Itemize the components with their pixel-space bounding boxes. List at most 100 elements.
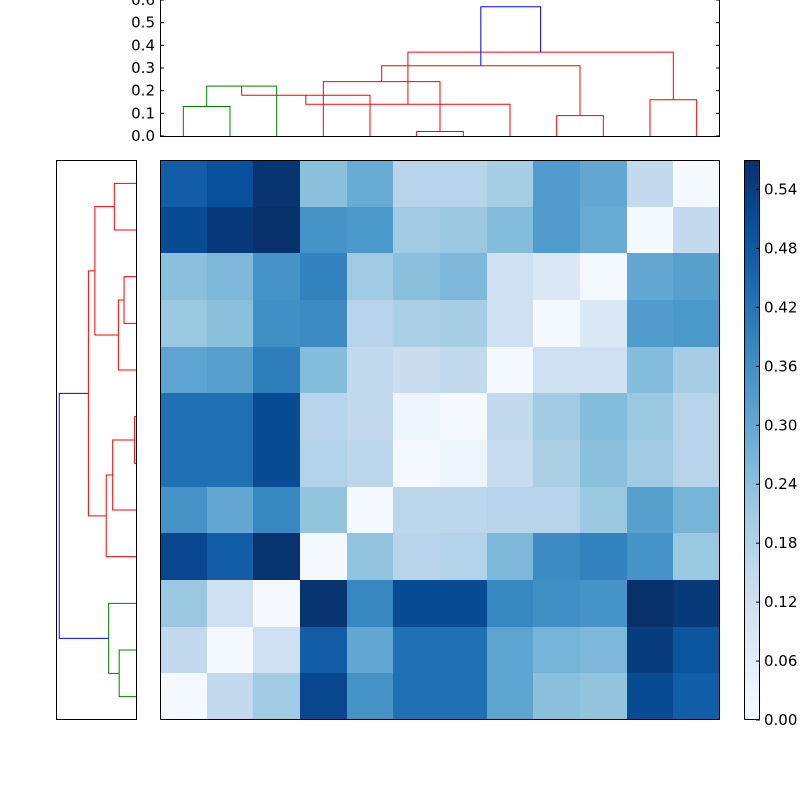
heatmap-cell [440,627,487,673]
heatmap-cell [300,347,347,393]
dendrogram-link [305,95,511,136]
heatmap-cell [347,300,393,347]
dendrogram-link [416,130,464,136]
y-tick-label: 0.6 [131,0,155,9]
heatmap-cell [207,533,253,580]
colorbar-tick-label: 0.06 [764,652,797,670]
heatmap-cell [300,487,347,533]
heatmap-cell [533,393,580,440]
heatmap-cell [300,160,347,207]
heatmap-cell [487,253,533,300]
dendrogram-link [556,115,604,136]
heatmap [160,160,720,720]
heatmap-cell [533,533,580,580]
colorbar-tick-label: 0.00 [764,711,797,729]
heatmap-cell [300,673,347,720]
heatmap-cell [487,533,533,580]
heatmap-cell [347,627,393,673]
heatmap-cell [533,160,580,207]
heatmap-cell [347,580,393,627]
colorbar-tick-label: 0.42 [764,298,797,316]
heatmap-cell [673,300,720,347]
heatmap-cell [673,627,720,673]
heatmap-cell [160,300,207,347]
heatmap-cell [393,487,440,533]
left-dendrogram [56,160,137,720]
heatmap-cell [580,393,627,440]
heatmap-cell [533,207,580,253]
heatmap-cell [440,300,487,347]
y-tick-label: 0.2 [131,82,155,100]
dendrogram-link [241,86,371,136]
heatmap-cell [207,440,253,487]
heatmap-cell [393,253,440,300]
heatmap-cell [440,393,487,440]
heatmap-cell [487,207,533,253]
heatmap-cell [160,207,207,253]
heatmap-cell [300,207,347,253]
heatmap-cell [300,533,347,580]
left-dendrogram-frame [56,160,137,720]
dendrogram-link [58,392,109,639]
heatmap-cell [160,627,207,673]
heatmap-cell [393,440,440,487]
heatmap-cell [347,207,393,253]
heatmap-cell [580,673,627,720]
heatmap-cell [160,580,207,627]
heatmap-cell [160,253,207,300]
heatmap-cell [253,300,300,347]
y-tick-label: 0.5 [131,14,155,32]
heatmap-cell [300,393,347,440]
heatmap-cell [487,487,533,533]
dendrogram-link [105,474,137,558]
heatmap-cell [627,253,673,300]
heatmap-cell [300,627,347,673]
heatmap-cell [487,627,533,673]
heatmap-cell [207,627,253,673]
heatmap-cell [487,347,533,393]
heatmap-cell [440,160,487,207]
heatmap-cell [487,160,533,207]
dendrogram-link [123,276,137,324]
dendrogram-link [94,206,119,336]
dendrogram-link [649,99,698,136]
heatmap-cell [533,300,580,347]
heatmap-cell [253,160,300,207]
colorbar-gradient [744,160,760,720]
heatmap-cell [300,580,347,627]
heatmap-cell [207,673,253,720]
heatmap-cell [627,580,673,627]
heatmap-cell [580,253,627,300]
heatmap-cell [627,393,673,440]
heatmap-cell [440,580,487,627]
top-dendrogram-frame [160,0,720,137]
heatmap-cell [627,673,673,720]
colorbar-tick-label: 0.54 [764,180,797,198]
heatmap-cell [673,160,720,207]
colorbar-tick-label: 0.24 [764,475,797,493]
dendrogram-link [206,85,278,136]
heatmap-cell [627,160,673,207]
heatmap-cell [533,487,580,533]
heatmap-cell [533,580,580,627]
heatmap-cell [253,393,300,440]
heatmap-cell [253,207,300,253]
heatmap-cell [673,440,720,487]
heatmap-cell [673,253,720,300]
heatmap-cell [393,393,440,440]
heatmap-cell [347,393,393,440]
heatmap-cell [487,440,533,487]
heatmap-cell [207,207,253,253]
heatmap-cell [533,347,580,393]
dendrogram-link [117,299,137,371]
heatmap-cell [347,673,393,720]
heatmap-cell [160,487,207,533]
heatmap-cell [627,347,673,393]
heatmap-cell [627,440,673,487]
heatmap-cell [207,253,253,300]
heatmap-cell [207,393,253,440]
heatmap-cell [160,347,207,393]
heatmap-cell [627,207,673,253]
heatmap-cell [580,347,627,393]
